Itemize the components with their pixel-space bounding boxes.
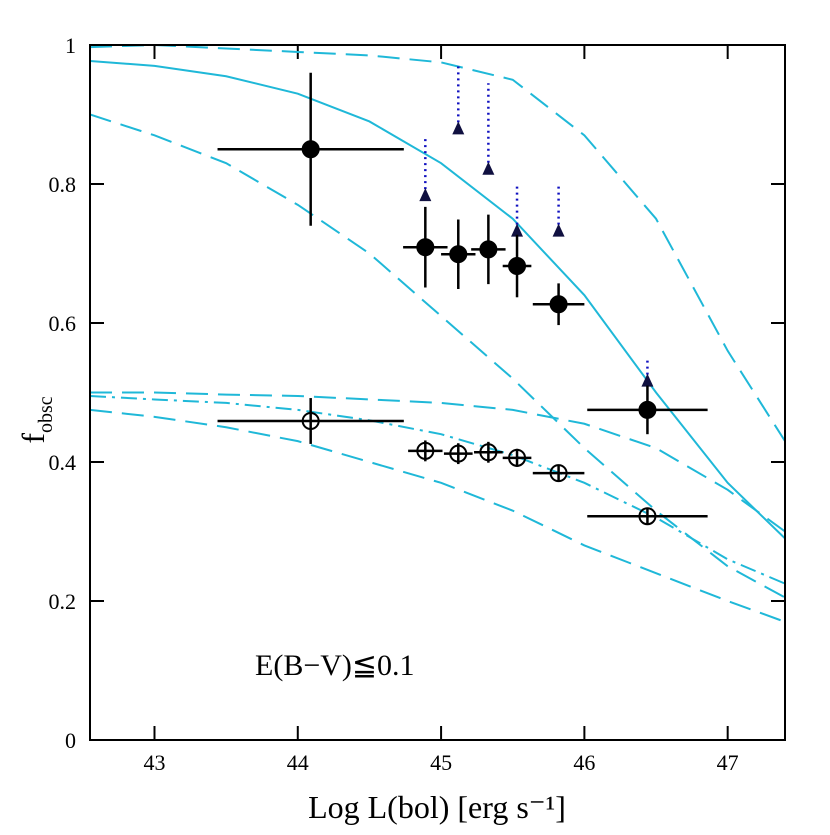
limit-marker	[482, 161, 495, 175]
point	[449, 245, 468, 264]
point	[479, 443, 498, 462]
point	[416, 238, 435, 257]
curve	[90, 45, 785, 442]
x-tick-label: 47	[717, 750, 739, 775]
limit-marker	[552, 223, 565, 237]
point	[549, 295, 568, 314]
point	[549, 464, 568, 483]
y-label-sub: obsc	[35, 396, 57, 433]
point	[508, 257, 527, 276]
curve	[90, 391, 785, 533]
x-axis-label: Log L(bol) [erg s⁻¹]	[308, 789, 566, 825]
x-tick-label: 44	[287, 750, 309, 775]
x-tick-label: 46	[573, 750, 595, 775]
y-label-main: f	[15, 433, 51, 444]
limit-marker	[641, 373, 654, 387]
y-tick-label: 0.6	[49, 311, 77, 336]
y-tick-label: 1	[65, 33, 76, 58]
point	[449, 444, 468, 463]
point	[416, 441, 435, 460]
limit-marker	[452, 121, 465, 135]
point	[301, 140, 320, 159]
point	[508, 448, 527, 467]
point	[638, 400, 657, 419]
curve	[90, 394, 785, 585]
point	[638, 507, 657, 526]
limit-marker	[511, 223, 524, 237]
x-tick-label: 45	[430, 750, 452, 775]
curve	[90, 113, 785, 599]
x-tick-label: 43	[143, 750, 165, 775]
y-axis-label: fobsc	[15, 396, 57, 443]
limit-marker	[419, 188, 432, 202]
y-tick-label: 0.2	[49, 589, 77, 614]
curve	[90, 408, 785, 623]
point	[479, 240, 498, 259]
annotation: E(B−V)≦0.1	[255, 649, 415, 682]
y-tick-label: 0.8	[49, 172, 77, 197]
y-tick-label: 0	[65, 728, 76, 753]
y-tick-label: 0.4	[49, 450, 77, 475]
plot-frame	[89, 44, 786, 741]
curve	[90, 59, 785, 540]
point	[301, 411, 320, 430]
